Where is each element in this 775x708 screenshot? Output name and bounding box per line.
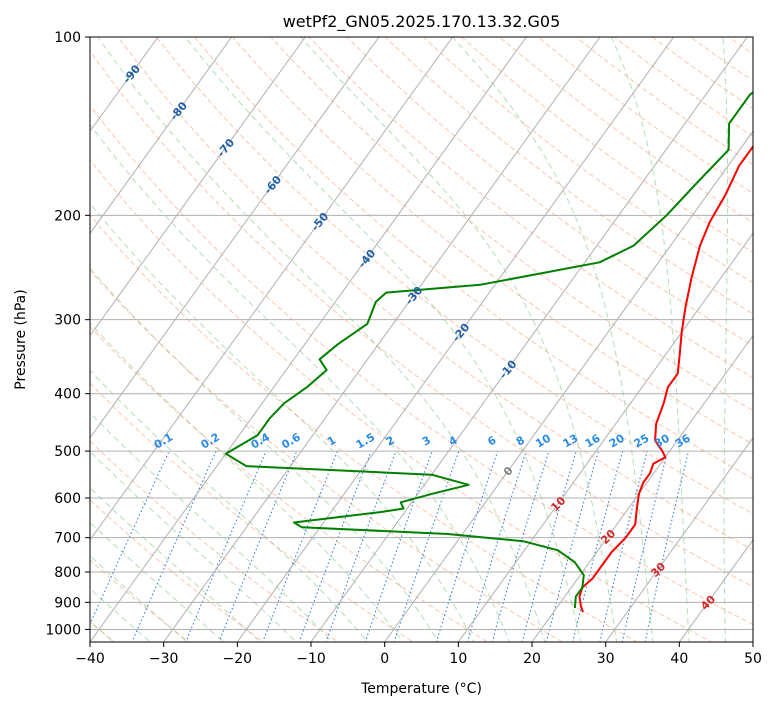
y-tick-label: 600 (54, 491, 81, 507)
dry-adiabat-line (90, 440, 340, 642)
isotherm-line (90, 37, 527, 642)
moist-adiabat-line (90, 322, 404, 642)
dewpoint-curve (224, 91, 753, 609)
x-tick-label: 30 (597, 651, 615, 667)
x-tick-label: 10 (449, 651, 467, 667)
isotherm-line (236, 37, 675, 642)
moist-adiabat-line (90, 123, 510, 642)
x-axis-label: Temperature (°C) (360, 681, 482, 697)
plot-frame (89, 36, 754, 643)
x-tick-label: −20 (223, 651, 253, 667)
isotherm-line (163, 37, 601, 642)
x-tick-label: −10 (296, 651, 326, 667)
moist-adiabat-line (300, 37, 618, 642)
x-tick-label: 50 (744, 651, 762, 667)
moist-adiabat-line (97, 37, 546, 642)
isotherm-line (90, 37, 306, 337)
moist-adiabat-line (722, 37, 729, 642)
dry-adiabat-line (155, 37, 753, 515)
moist-adiabat-line (90, 202, 475, 642)
moist-adiabat-line (90, 369, 369, 642)
moist-adiabat-line (90, 412, 333, 642)
isotherm-line (605, 436, 753, 642)
y-tick-label: 100 (54, 30, 81, 46)
dry-adiabat-line (90, 159, 713, 642)
isotherm-line (384, 130, 753, 642)
isotherm-line (310, 37, 748, 642)
dry-adiabat-line (90, 269, 564, 642)
dry-adiabat-line (193, 37, 753, 480)
y-tick-label: 300 (54, 313, 81, 329)
y-tick-label: 900 (54, 595, 81, 611)
x-tick-label: 0 (380, 651, 389, 667)
x-tick-label: 20 (523, 651, 541, 667)
x-tick-label: −40 (75, 651, 105, 667)
dry-adiabat-line (90, 104, 753, 626)
y-tick-label: 700 (54, 531, 81, 547)
y-tick-label: 800 (54, 565, 81, 581)
isotherm-line (678, 538, 753, 642)
dry-adiabat-line (90, 214, 639, 642)
temperature-curve (578, 144, 753, 613)
dry-adiabat-line (422, 37, 753, 284)
y-tick-label: 200 (54, 208, 81, 224)
profile-curves (224, 91, 753, 613)
isobars (90, 37, 753, 630)
y-axis-ticks: 100 200 300 400 500 600 700 800 900 1000 (45, 30, 90, 638)
x-tick-label: −30 (149, 651, 179, 667)
y-tick-label: 400 (54, 387, 81, 403)
x-tick-label: 40 (670, 651, 688, 667)
isotherm-line (90, 37, 380, 439)
y-axis-label: Pressure (hPa) (13, 289, 29, 389)
dry-adiabat-line (90, 50, 753, 588)
dry-adiabats (90, 37, 753, 642)
plot-area: 0.10.20.40.611.52346810131620253036-100-… (90, 37, 753, 642)
isotherm-line (457, 232, 753, 642)
isotherm-line (90, 37, 233, 235)
moist-adiabat-line (90, 450, 298, 642)
chart-title: wetPf2_GN05.2025.170.13.32.G05 (283, 12, 561, 32)
dry-adiabat-line (384, 37, 753, 315)
moist-adiabats (90, 37, 729, 642)
isotherm-line (90, 37, 454, 541)
y-tick-label: 500 (54, 444, 81, 460)
y-tick-label: 1000 (45, 622, 81, 638)
moist-adiabat-line (90, 267, 440, 642)
isotherm-line (531, 334, 753, 642)
moist-adiabat-line (184, 37, 582, 642)
isotherms (90, 37, 753, 642)
moist-adiabat-line (610, 37, 690, 642)
x-axis-ticks: −40 −30 −20 −10 0 10 20 30 40 50 (75, 642, 762, 667)
moist-adiabat-line (90, 487, 261, 642)
dry-adiabat-line (90, 499, 265, 642)
moist-adiabat-line (451, 37, 654, 642)
dry-adiabat-line (90, 325, 489, 642)
